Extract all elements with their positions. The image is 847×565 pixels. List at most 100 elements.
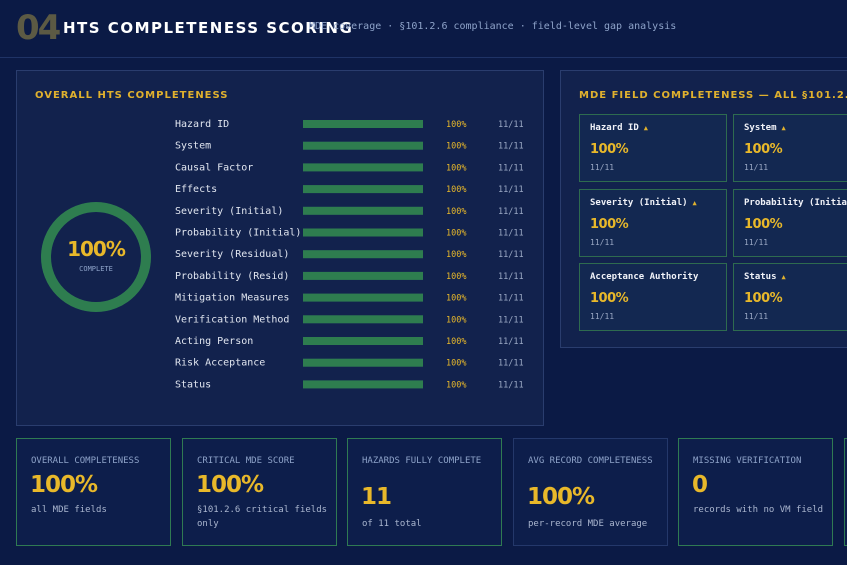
ring-value: 100%: [67, 237, 126, 261]
field-percent: 100%: [744, 142, 783, 157]
count-label: 11/11: [498, 250, 524, 260]
field-count: 11/11: [744, 312, 769, 321]
kpi-sub: §101.2.6 critical fields only: [197, 505, 328, 529]
percent-label: 100%: [446, 120, 466, 130]
count-label: 11/11: [498, 315, 524, 325]
percent-label: 100%: [446, 250, 466, 260]
count-label: 11/11: [498, 294, 524, 304]
critical-marker: ▲: [781, 273, 786, 281]
completeness-bar: [303, 141, 423, 150]
kpi-label: MISSING VERIFICATION: [693, 456, 802, 466]
kpi-label: AVG RECORD COMPLETENESS: [528, 456, 653, 466]
percent-label: 100%: [446, 207, 466, 217]
field-percent: 100%: [590, 291, 629, 306]
field-label: Causal Factor: [175, 162, 253, 173]
completeness-bar: [303, 228, 423, 237]
field-name: Severity (Initial) ▲: [590, 198, 697, 208]
field-name: Status ▲: [744, 272, 786, 282]
kpi-label: CRITICAL MDE SCORE: [197, 456, 295, 466]
count-label: 11/11: [498, 380, 524, 390]
kpi-card: HAZARDS FULLY COMPLETE 11 of 11 total: [347, 438, 502, 546]
field-label: Verification Method: [175, 314, 289, 325]
kpi-sub: of 11 total: [362, 519, 422, 529]
field-card: Acceptance Authority 100% 11/11: [579, 263, 727, 331]
field-name: Hazard ID ▲: [590, 123, 648, 133]
field-card: System ▲ 100% 11/11: [733, 114, 847, 182]
critical-marker: ▲: [643, 124, 648, 132]
field-label: Probability (Resid): [175, 271, 289, 282]
field-name: Acceptance Authority: [590, 272, 698, 282]
field-name: Probability (Initial)▲: [744, 198, 847, 208]
field-name-text: Status: [744, 272, 777, 282]
percent-label: 100%: [446, 315, 466, 325]
percent-label: 100%: [446, 359, 466, 369]
field-name-text: Acceptance Authority: [590, 272, 699, 282]
field-card: Status ▲ 100% 11/11: [733, 263, 847, 331]
completeness-bar: [303, 206, 423, 215]
field-percent: 100%: [744, 291, 783, 306]
field-count: 11/11: [590, 163, 615, 172]
overall-panel: OVERALL HTS COMPLETENESS 100% COMPLETE Haz…: [16, 70, 544, 426]
panel-title: MDE FIELD COMPLETENESS — ALL §101.2.6 RE…: [579, 90, 847, 101]
percent-label: 100%: [446, 272, 466, 282]
kpi-label: OVERALL COMPLETENESS: [31, 456, 140, 466]
completeness-bar: [303, 315, 423, 324]
critical-marker: ▲: [781, 124, 786, 132]
completeness-bar: [303, 293, 423, 302]
mde-panel: MDE FIELD COMPLETENESS — ALL §101.2.6 RE…: [560, 70, 847, 348]
panel-title: OVERALL HTS COMPLETENESS: [35, 90, 229, 101]
percent-label: 100%: [446, 380, 466, 390]
kpi-value: 100%: [196, 472, 264, 498]
count-label: 11/11: [498, 359, 524, 369]
field-percent: 100%: [590, 142, 629, 157]
kpi-value: 0: [692, 472, 708, 498]
count-label: 11/11: [498, 163, 524, 173]
ring-caption: COMPLETE: [79, 265, 113, 273]
completeness-bar: [303, 250, 423, 259]
field-label: Severity (Initial): [175, 206, 283, 217]
field-percent: 100%: [590, 216, 629, 232]
field-label: Probability (Initial): [175, 228, 301, 239]
kpi-value: 11: [361, 484, 392, 510]
percent-label: 100%: [446, 337, 466, 347]
field-label: Acting Person: [175, 336, 253, 347]
field-label: Status: [175, 379, 211, 390]
count-label: 11/11: [498, 142, 524, 152]
count-label: 11/11: [498, 229, 524, 239]
completeness-bar: [303, 380, 423, 389]
page-subtitle: MDE coverage · §101.2.6 compliance · fie…: [309, 21, 677, 32]
kpi-value: 100%: [527, 484, 595, 510]
percent-label: 100%: [446, 229, 466, 239]
critical-marker: ▲: [692, 198, 697, 207]
kpi-label: HAZARDS FULLY COMPLETE: [362, 456, 482, 466]
field-label: System: [175, 141, 211, 152]
count-label: 11/11: [498, 207, 524, 217]
field-label: Effects: [175, 184, 217, 195]
header: 04 HTS COMPLETENESS SCORING MDE coverage…: [0, 0, 847, 58]
kpi-value: 100%: [30, 472, 98, 498]
percent-label: 100%: [446, 163, 466, 173]
kpi-card: CRITICAL MDE SCORE 100% §101.2.6 critical …: [182, 438, 337, 546]
overall-graphics: 100% COMPLETE Hazard ID 100% 11/11 System 100%…: [41, 119, 524, 390]
completeness-bar: [303, 337, 423, 345]
completeness-bar: [303, 185, 423, 194]
kpi-card: AVG RECORD COMPLETENESS 100% per-record MD…: [513, 438, 668, 546]
percent-label: 100%: [446, 142, 466, 152]
field-label: Risk Acceptance: [175, 358, 265, 369]
field-count: 11/11: [590, 237, 615, 247]
kpi-card: MISSING VERIFICATION 0 records with no VM …: [678, 438, 833, 546]
kpi-sub: per-record MDE average: [528, 519, 648, 529]
section-number: 04: [16, 8, 61, 48]
field-count: 11/11: [590, 312, 615, 321]
completeness-bar: [303, 271, 423, 280]
percent-label: 100%: [446, 294, 466, 304]
count-label: 11/11: [498, 272, 524, 282]
field-percent: 100%: [744, 216, 783, 232]
field-label: Hazard ID: [175, 119, 229, 130]
field-name-text: Probability (Initial): [744, 197, 847, 208]
field-card: Severity (Initial) ▲ 100% 11/11: [579, 188, 727, 257]
field-name-text: System: [744, 123, 777, 133]
kpi-sub: records with no VM field: [693, 505, 824, 515]
ring-arc: [41, 202, 151, 312]
